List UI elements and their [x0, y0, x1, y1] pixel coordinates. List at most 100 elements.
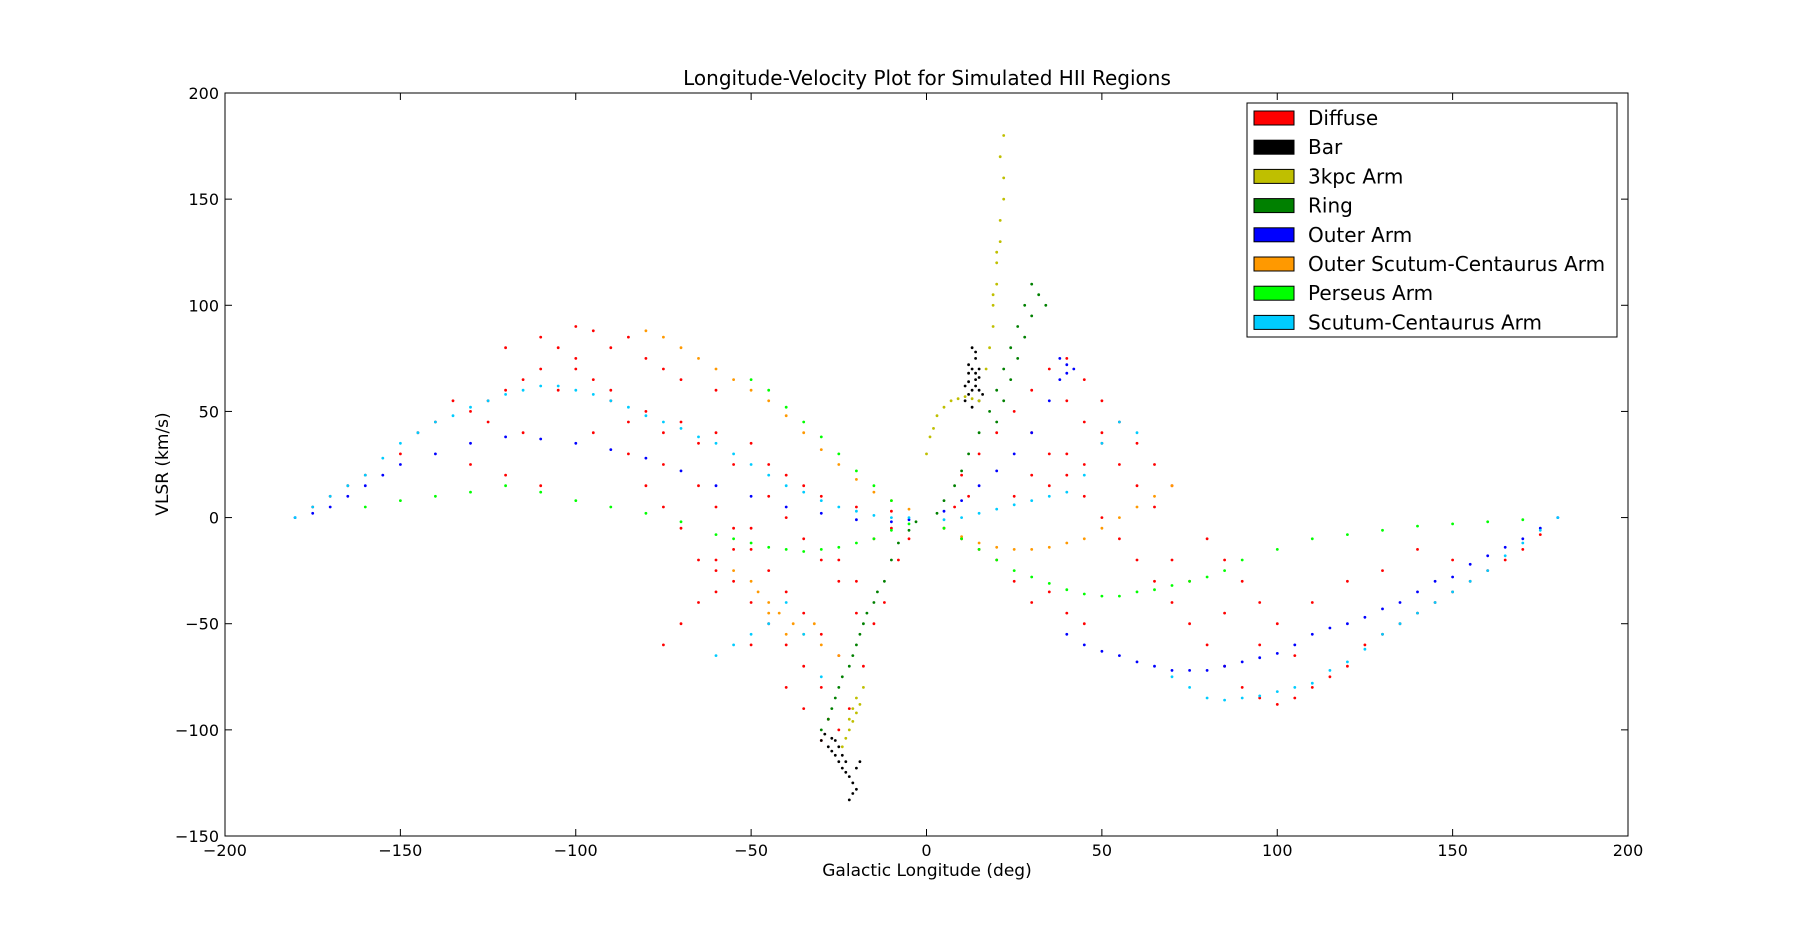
y-tick-label: 200 — [188, 84, 219, 103]
data-point — [1521, 518, 1525, 522]
data-point — [697, 484, 700, 488]
data-point — [819, 494, 823, 498]
data-point — [960, 537, 963, 541]
data-point — [644, 357, 648, 360]
data-point — [802, 550, 806, 553]
data-point — [627, 452, 630, 456]
data-point — [662, 463, 665, 466]
data-point — [802, 484, 806, 488]
data-point — [1082, 420, 1086, 424]
data-point — [381, 473, 385, 477]
data-point — [1188, 579, 1191, 583]
data-point — [890, 558, 893, 562]
data-point — [855, 478, 858, 481]
data-point — [1153, 463, 1156, 466]
data-point — [890, 516, 893, 519]
data-point — [521, 388, 525, 392]
data-point — [1118, 420, 1121, 424]
data-point — [609, 388, 613, 392]
data-point — [890, 526, 893, 530]
data-point — [451, 399, 455, 403]
data-point — [749, 643, 753, 647]
data-point — [732, 537, 735, 541]
data-point — [802, 490, 806, 494]
data-point — [1310, 632, 1314, 636]
x-axis: −200 −150 −100 −50 0 50 100 150 200 — [203, 93, 1643, 860]
data-point — [1002, 367, 1006, 371]
data-point — [977, 431, 981, 435]
data-point — [819, 499, 823, 502]
data-point — [1100, 649, 1104, 653]
data-point — [1468, 579, 1472, 583]
data-point — [767, 463, 771, 466]
data-point — [381, 456, 385, 460]
data-point — [858, 632, 862, 636]
data-point — [1451, 522, 1454, 526]
data-point — [1293, 643, 1297, 647]
data-point — [1188, 622, 1191, 626]
data-point — [1258, 601, 1262, 604]
data-point — [1170, 484, 1174, 488]
data-point — [970, 405, 974, 409]
legend-swatch — [1253, 314, 1295, 330]
data-point — [1240, 660, 1244, 664]
data-point — [1205, 643, 1209, 647]
data-point — [346, 494, 350, 498]
data-point — [974, 357, 977, 360]
data-point — [1037, 293, 1041, 297]
data-point — [949, 399, 953, 403]
data-point — [1118, 516, 1121, 519]
data-point — [1205, 575, 1209, 579]
data-point — [963, 395, 967, 398]
x-tick-label: 150 — [1437, 841, 1468, 860]
data-point — [858, 760, 862, 764]
data-point — [1012, 410, 1016, 413]
data-point — [644, 329, 648, 333]
data-point — [960, 535, 963, 539]
legend-label: Ring — [1308, 194, 1353, 218]
data-point — [837, 505, 841, 509]
data-point — [749, 388, 753, 392]
legend-label: Perseus Arm — [1308, 281, 1433, 305]
data-point — [977, 484, 981, 488]
data-point — [1310, 537, 1314, 541]
series-3 — [819, 282, 1048, 732]
data-point — [1030, 388, 1034, 392]
data-point — [995, 282, 999, 286]
legend-label: 3kpc Arm — [1308, 164, 1403, 188]
data-point — [1258, 656, 1262, 660]
data-point — [907, 518, 911, 522]
data-point — [1044, 303, 1048, 307]
data-point — [862, 622, 865, 626]
data-point — [662, 367, 665, 371]
data-point — [591, 329, 595, 333]
data-point — [784, 686, 788, 689]
data-point — [819, 558, 823, 562]
data-point — [784, 632, 788, 636]
data-point — [756, 590, 760, 594]
data-point — [1188, 686, 1191, 689]
data-point — [974, 371, 977, 375]
data-point — [995, 431, 999, 435]
data-point — [732, 526, 735, 530]
data-point — [833, 739, 837, 742]
data-point — [556, 346, 560, 350]
data-point — [714, 367, 718, 371]
data-point — [1065, 399, 1069, 403]
data-point — [872, 601, 876, 604]
data-point — [1118, 594, 1121, 598]
data-point — [977, 367, 981, 371]
data-point — [942, 405, 946, 409]
data-point — [847, 728, 851, 732]
legend: Diffuse Bar 3kpc Arm Ring Outer Arm Outer Scu… — [1246, 102, 1618, 338]
data-point — [1082, 473, 1086, 477]
data-point — [574, 367, 578, 371]
data-point — [1012, 548, 1016, 551]
data-point — [1153, 505, 1156, 509]
data-point — [802, 420, 806, 424]
data-point — [855, 509, 858, 513]
data-point — [1012, 569, 1016, 572]
data-point — [1205, 696, 1209, 700]
data-point — [1240, 558, 1244, 562]
data-point — [539, 384, 543, 388]
